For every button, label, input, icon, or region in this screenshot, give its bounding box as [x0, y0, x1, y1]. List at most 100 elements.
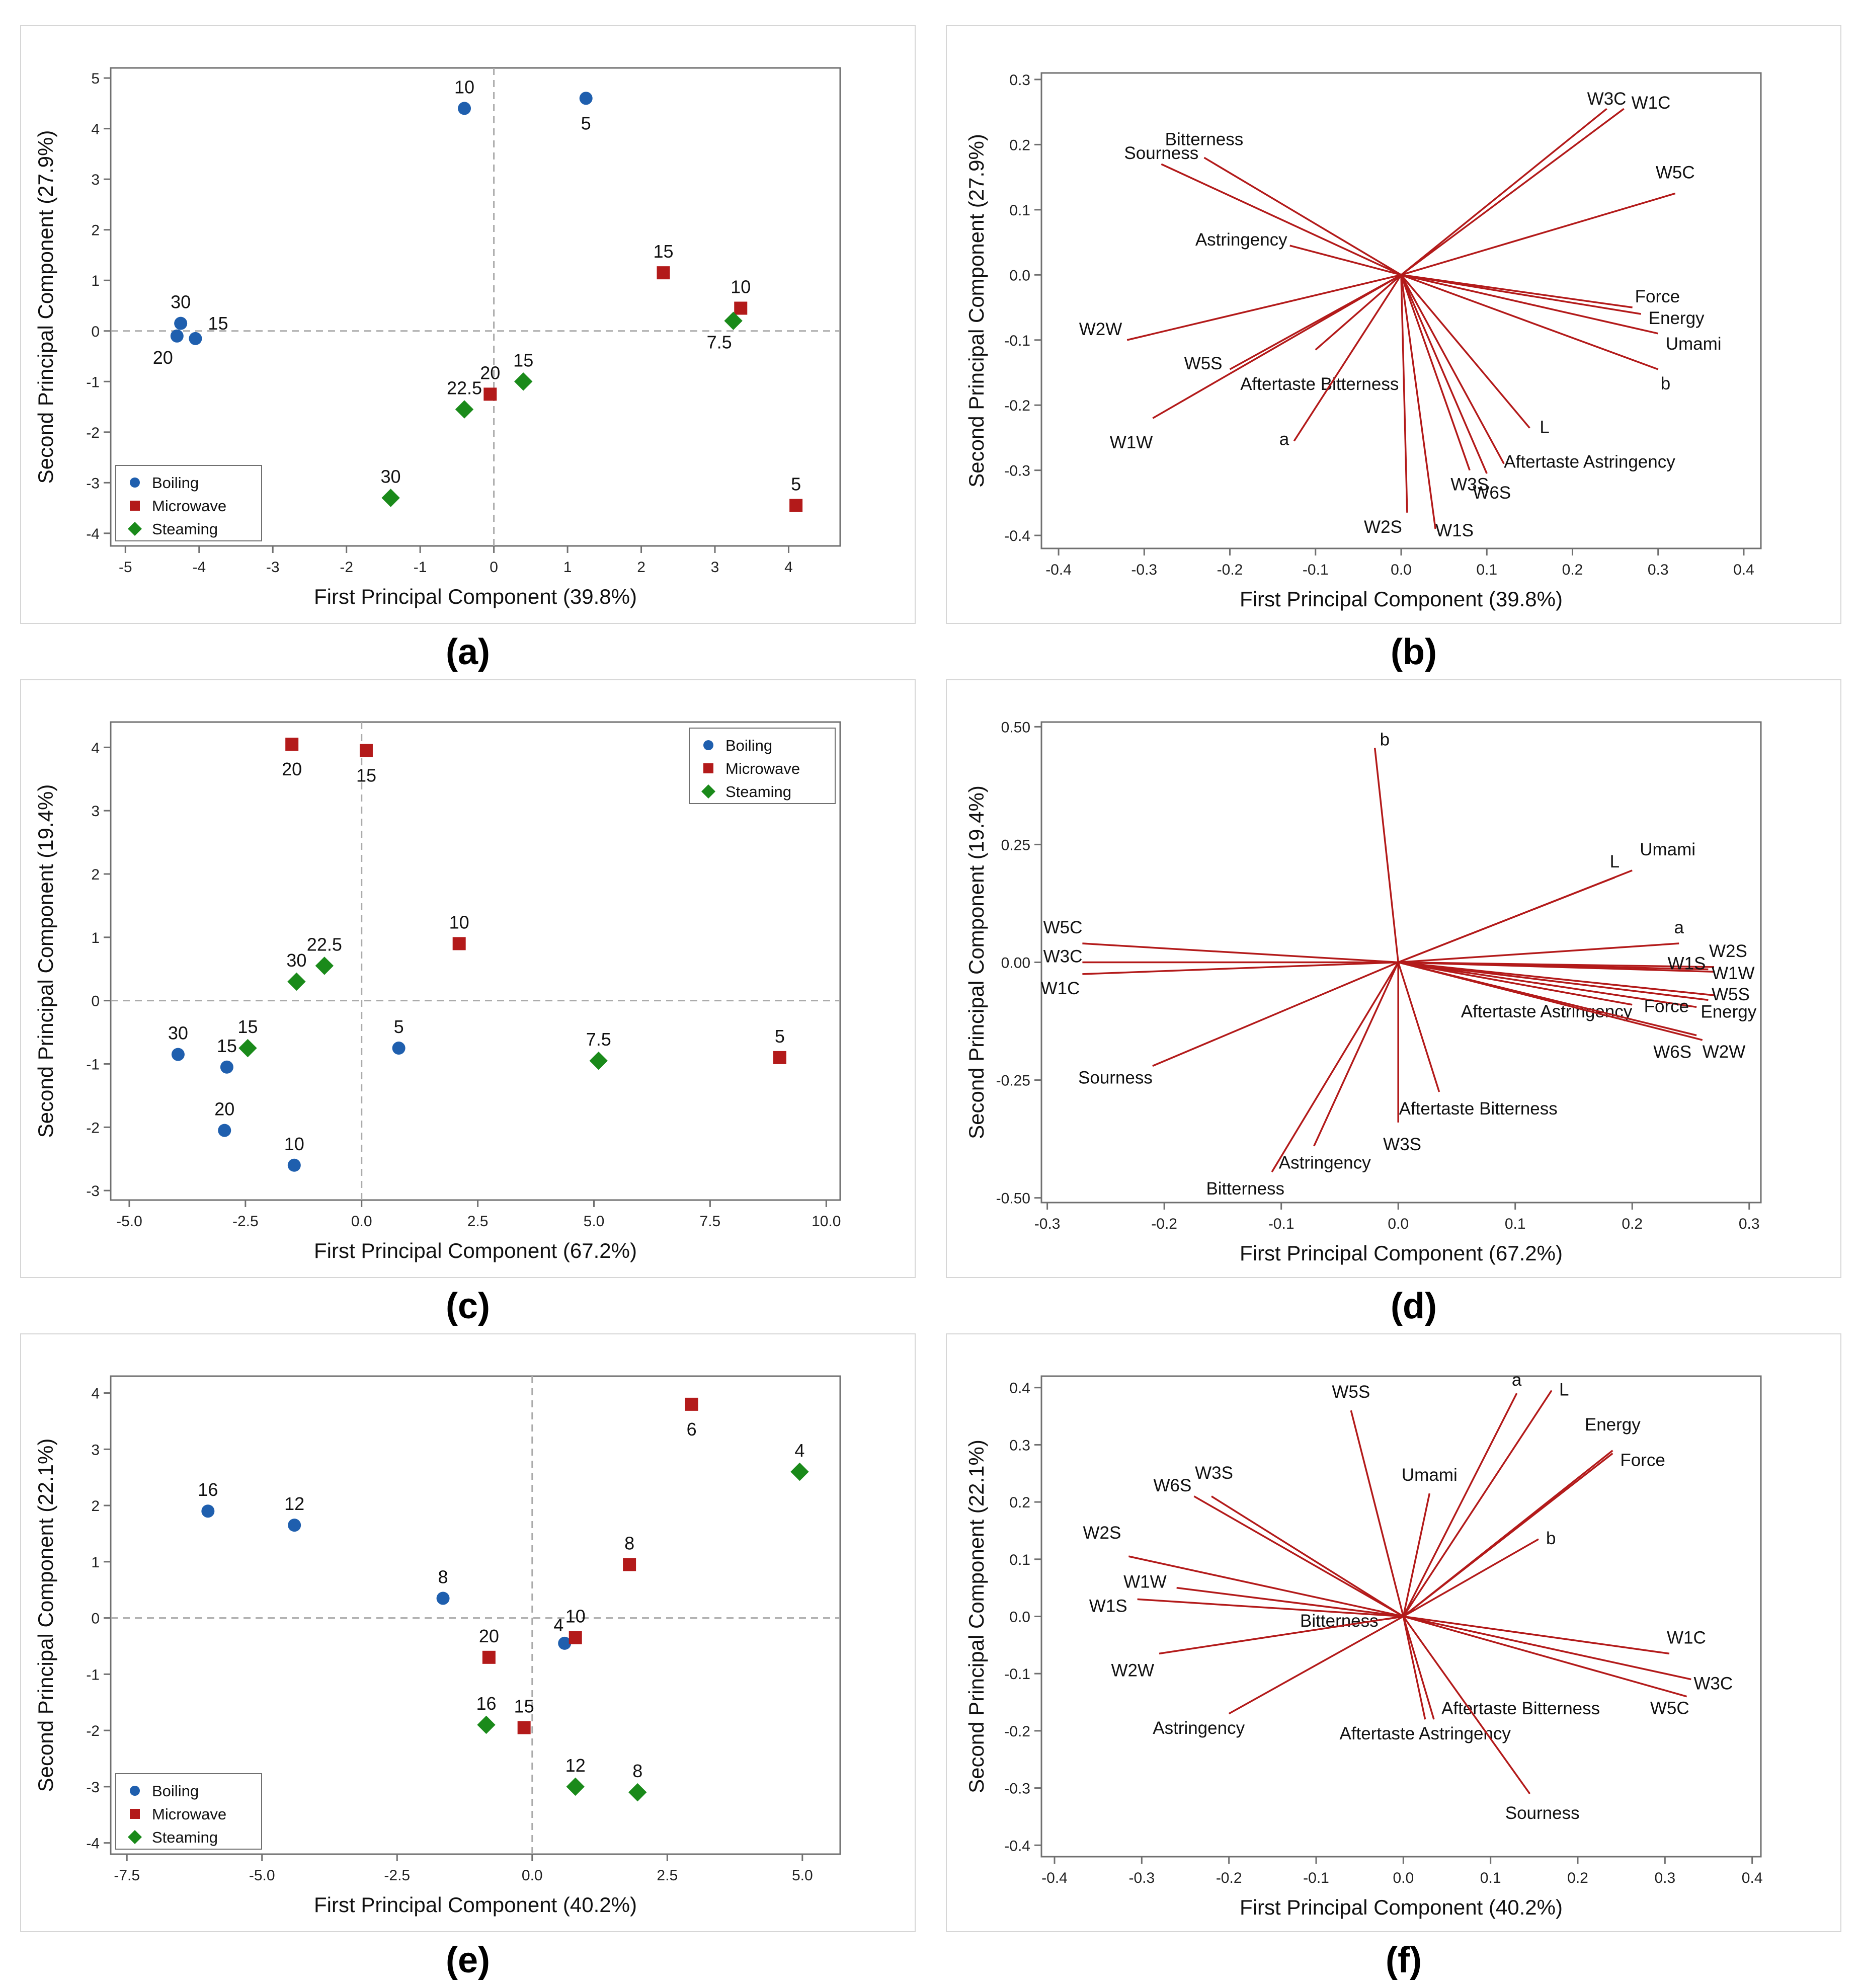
x-tick-label-f-8: 0.4: [1742, 1870, 1763, 1886]
x-tick-label-f-4: 0.0: [1393, 1870, 1414, 1886]
vector-label-f-0: W5S: [1332, 1382, 1370, 1402]
point-label-a-boiling-3: 10: [454, 76, 474, 97]
x-tick-label-e-2: -2.5: [384, 1867, 410, 1884]
point-e-microwave-3: [482, 1650, 496, 1664]
legend-marker-c-steaming: [701, 784, 715, 799]
x-tick-label-b-5: 0.1: [1476, 562, 1497, 578]
point-label-a-steaming-0: 7.5: [707, 332, 732, 353]
vector-label-f-18: Aftertaste Bitterness: [1441, 1699, 1600, 1718]
point-label-c-boiling-2: 20: [214, 1099, 234, 1120]
vector-f-13: [1159, 1615, 1404, 1655]
vector-label-f-8: W3S: [1195, 1463, 1233, 1483]
vector-b-15: [1400, 274, 1530, 429]
vector-f-10: [1176, 1586, 1404, 1618]
legend-label-e-steaming: Steaming: [152, 1828, 218, 1846]
point-label-a-boiling-2: 15: [208, 313, 228, 334]
y-tick-label-a-8: 4: [91, 121, 100, 138]
x-tick-label-a-0: -5: [119, 559, 132, 576]
y-tick-label-d-3: 0.25: [1001, 837, 1030, 853]
x-tick-label-d-6: 0.3: [1739, 1216, 1760, 1232]
chart-e: -7.5 -5.0 -2.5 0.0 2.5 5.0-4-3-2-101234First …: [34, 1375, 841, 1917]
point-c-boiling-2: [218, 1124, 231, 1137]
legend-marker-a-boiling: [130, 478, 140, 488]
vector-f-9: [1128, 1555, 1404, 1618]
panel-label-b: (b): [1391, 632, 1437, 672]
x-tick-label-f-1: -0.3: [1128, 1870, 1155, 1886]
legend-marker-e-steaming: [128, 1830, 142, 1844]
y-tick-label-e-8: 4: [91, 1386, 100, 1402]
point-label-c-microwave-2: 10: [449, 912, 469, 932]
legend-label-a-steaming: Steaming: [152, 520, 218, 538]
vector-b-20: [1400, 275, 1436, 529]
vector-b-18: [1400, 274, 1471, 471]
y-axis-title-d: Second Principal Component (19.4%): [964, 785, 988, 1139]
panel-d: -0.3 -0.2 -0.1 0.0 0.1 0.2 0.3 -0.50 -0.25 0.00 0.…: [946, 679, 1841, 1278]
y-tick-label-e-7: 3: [91, 1442, 100, 1458]
vector-f-17: [1228, 1615, 1404, 1715]
vector-label-b-5: Astringency: [1195, 230, 1287, 250]
vector-label-b-15: L: [1540, 418, 1549, 437]
vector-label-b-12: Aftertaste Bitterness: [1240, 374, 1399, 394]
vector-f-6: [1403, 1538, 1539, 1618]
legend-label-c-microwave: Microwave: [725, 760, 800, 777]
x-tick-label-d-0: -0.3: [1034, 1216, 1061, 1232]
panel-label-d: (d): [1391, 1286, 1437, 1326]
vector-label-d-19: Astringency: [1279, 1153, 1371, 1173]
point-label-e-microwave-3: 20: [479, 1626, 499, 1646]
point-label-c-boiling-3: 10: [284, 1134, 304, 1154]
x-tick-label-d-5: 0.2: [1622, 1216, 1643, 1232]
point-c-microwave-1: [359, 744, 373, 757]
vector-label-d-15: W2W: [1703, 1042, 1746, 1062]
y-tick-label-b-1: -0.3: [1004, 463, 1030, 480]
point-label-a-steaming-2: 22.5: [447, 378, 482, 399]
y-tick-label-c-2: -1: [86, 1056, 100, 1073]
plot-area-e: [110, 1375, 841, 1855]
point-c-steaming-0: [287, 972, 306, 991]
point-label-a-microwave-0: 15: [653, 241, 673, 262]
vector-label-f-6: b: [1546, 1529, 1556, 1548]
point-a-boiling-0: [174, 316, 188, 330]
vector-label-f-12: Bitterness: [1300, 1611, 1379, 1631]
y-tick-label-f-5: 0.1: [1009, 1552, 1030, 1568]
vector-label-d-11: Energy: [1701, 1002, 1756, 1021]
vector-b-2: [1401, 192, 1676, 276]
x-tick-label-b-2: -0.2: [1217, 562, 1243, 578]
vector-b-17: [1400, 274, 1488, 474]
vector-label-b-2: W5C: [1656, 163, 1695, 182]
legend-marker-e-boiling: [130, 1786, 140, 1796]
chart-d: -0.3 -0.2 -0.1 0.0 0.1 0.2 0.3 -0.50 -0.25 0.00 0.…: [964, 719, 1762, 1265]
panel-label-c: (c): [446, 1286, 490, 1326]
y-tick-label-d-0: -0.50: [996, 1190, 1030, 1207]
x-tick-label-c-4: 5.0: [584, 1213, 605, 1230]
y-tick-label-b-3: -0.1: [1004, 333, 1030, 349]
point-e-microwave-2: [569, 1631, 582, 1644]
point-label-c-steaming-3: 7.5: [586, 1029, 611, 1050]
y-tick-label-a-5: 1: [91, 273, 100, 289]
y-tick-label-b-7: 0.3: [1009, 72, 1030, 89]
x-tick-label-f-2: -0.2: [1216, 1870, 1242, 1886]
legend-label-e-microwave: Microwave: [152, 1805, 226, 1823]
x-tick-label-b-4: 0.0: [1391, 562, 1412, 578]
y-tick-label-b-4: 0.0: [1009, 267, 1030, 284]
x-tick-label-c-3: 2.5: [467, 1213, 489, 1230]
point-c-microwave-2: [452, 937, 466, 950]
legend-marker-e-microwave: [130, 1809, 140, 1819]
vector-d-13: [1398, 961, 1633, 1006]
panel-b: -0.4 -0.3 -0.2 -0.1 0.0 0.1 0.2 0.3 0.4 -0.4 -0.3 -…: [946, 25, 1841, 624]
point-label-a-boiling-4: 5: [581, 113, 591, 133]
vector-b-9: [1401, 274, 1659, 370]
point-a-steaming-3: [381, 489, 400, 507]
y-tick-label-e-0: -4: [86, 1836, 100, 1852]
point-e-boiling-3: [558, 1636, 572, 1650]
point-c-boiling-1: [220, 1060, 233, 1074]
panel-d-frame: [946, 679, 1841, 1278]
vector-label-b-20: W1S: [1435, 521, 1474, 540]
vector-label-b-4: Sourness: [1124, 143, 1198, 163]
vector-label-f-10: W1W: [1123, 1572, 1167, 1592]
vector-label-b-0: W3C: [1587, 89, 1627, 109]
panel-a: -5 -4 -3 -2 -1 0 1 2 3 4 -4 -3 -2 -1 0 1 2 3 4 5 First Princ…: [20, 25, 916, 624]
y-tick-label-d-2: 0.00: [1001, 955, 1030, 972]
y-tick-label-c-1: -2: [86, 1120, 100, 1136]
vector-label-b-3: Bitterness: [1165, 129, 1244, 149]
y-tick-label-b-6: 0.2: [1009, 137, 1030, 153]
